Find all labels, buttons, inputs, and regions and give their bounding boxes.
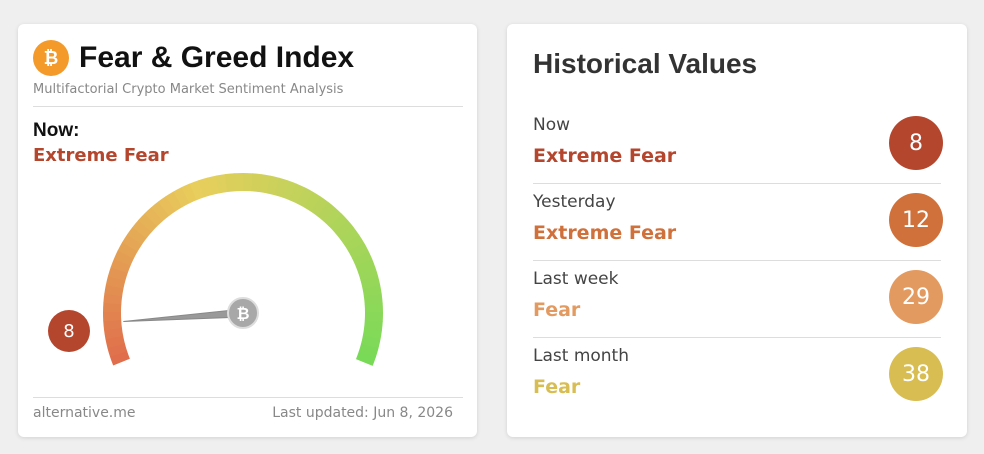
gauge-arc xyxy=(364,320,383,331)
gauge-arc xyxy=(328,213,349,233)
gauge-arc xyxy=(339,227,360,246)
gauge-arc xyxy=(224,173,236,193)
divider xyxy=(33,397,463,398)
gauge-arc xyxy=(158,196,176,217)
bitcoin-icon: ₿ xyxy=(33,40,69,76)
gauge-arc xyxy=(355,258,376,274)
gauge-arc xyxy=(103,293,123,305)
gauge-arc xyxy=(344,234,365,252)
row-label: Last week xyxy=(533,269,619,289)
gauge-arc xyxy=(362,284,382,297)
gauge-needle xyxy=(123,308,244,323)
now-label: Now: xyxy=(33,120,80,141)
svg-text:₿: ₿ xyxy=(44,48,59,69)
gauge-arc xyxy=(250,173,262,193)
hub-icon: ₿ xyxy=(236,304,249,323)
row-classification: Extreme Fear xyxy=(533,145,677,167)
row-label: Last month xyxy=(533,346,629,366)
gauge-arc xyxy=(355,351,376,366)
gauge-arc xyxy=(316,201,336,222)
gauge-arc xyxy=(117,242,138,259)
gauge-arc xyxy=(105,335,125,349)
row-value: 38 xyxy=(889,347,943,401)
gauge-arc xyxy=(352,250,373,267)
divider xyxy=(33,106,463,107)
gauge-arc xyxy=(189,180,205,201)
gauge-arc xyxy=(334,220,354,239)
gauge-arc xyxy=(110,258,131,274)
row-value: 29 xyxy=(889,270,943,324)
gauge: ₿ xyxy=(103,173,383,366)
gauge-arc xyxy=(126,226,147,245)
source: alternative.me xyxy=(33,405,136,421)
needle-hub xyxy=(227,297,259,329)
gauge-arc xyxy=(358,343,379,358)
gauge-arc xyxy=(104,284,124,297)
gauge-arc xyxy=(289,183,306,204)
row-classification: Fear xyxy=(533,376,581,398)
gauge-arc xyxy=(360,335,381,349)
gauge-arc xyxy=(198,177,213,198)
gauge-arc xyxy=(113,250,135,266)
title: Fear & Greed Index xyxy=(79,41,355,74)
gauge-arc xyxy=(132,219,152,239)
gauge-arc xyxy=(266,175,280,196)
value-badge: 8 xyxy=(48,310,90,352)
gauge-arc xyxy=(323,207,342,227)
gauge-arc xyxy=(258,174,271,194)
gauge-arc xyxy=(362,327,382,340)
gauge-arc xyxy=(274,177,289,198)
gauge-arc xyxy=(215,174,228,194)
gauge-arc xyxy=(109,350,130,366)
gauge-arc xyxy=(165,191,183,212)
gauge-arc xyxy=(107,266,128,281)
gauge-arc xyxy=(181,183,197,204)
gauge-arc xyxy=(107,343,128,357)
history-title: Historical Values xyxy=(533,48,758,79)
row-divider xyxy=(533,183,941,184)
gauge-arc xyxy=(122,234,143,252)
row-classification: Fear xyxy=(533,299,581,321)
gauge-arc xyxy=(151,201,170,222)
gauge-arc xyxy=(363,293,383,305)
gauge-arc xyxy=(360,275,381,289)
gauge-arc xyxy=(138,213,158,233)
row-classification: Extreme Fear xyxy=(533,222,677,244)
row-divider xyxy=(533,337,941,338)
row-label: Yesterday xyxy=(533,192,616,212)
row-label: Now xyxy=(533,115,571,135)
gauge-arc xyxy=(173,187,190,208)
subtitle: Multifactorial Crypto Market Sentiment A… xyxy=(33,82,344,97)
row-value: 12 xyxy=(889,193,943,247)
gauge-arc xyxy=(348,242,369,259)
gauge-arc xyxy=(144,207,164,227)
last-updated: Last updated: Jun 8, 2026 xyxy=(272,405,453,421)
row-divider xyxy=(533,260,941,261)
row-value: 8 xyxy=(889,116,943,170)
gauge-arc xyxy=(310,196,329,217)
gauge-arc xyxy=(358,267,379,282)
gauge-arc xyxy=(281,180,297,201)
gauge-arc xyxy=(206,175,220,196)
gauge-arc xyxy=(104,327,124,340)
fng-card: ₿ Fear & Greed Index Multifactorial Cryp… xyxy=(18,24,477,437)
gauge-arc xyxy=(296,187,314,208)
gauge-arc xyxy=(105,275,126,289)
gauge-arc xyxy=(103,319,122,331)
history-card: Historical Values Now Extreme Fear 8 Yester… xyxy=(507,24,967,437)
classification: Extreme Fear xyxy=(33,145,169,166)
gauge-arc xyxy=(303,191,321,212)
